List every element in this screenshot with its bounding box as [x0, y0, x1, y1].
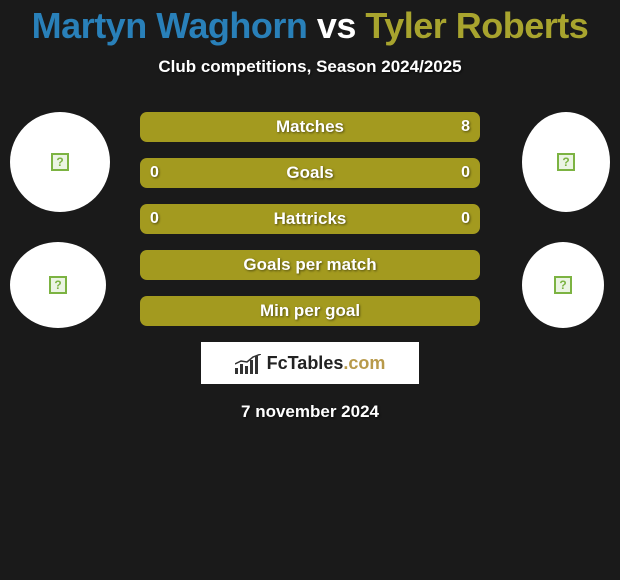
player2-badges: ? ?	[522, 112, 610, 328]
image-placeholder-icon: ?	[51, 153, 69, 171]
player2-club-badge: ?	[522, 242, 604, 328]
stat-bar-min-per-goal: Min per goal	[140, 296, 480, 326]
date: 7 november 2024	[0, 402, 620, 422]
player2-photo: ?	[522, 112, 610, 212]
stat-value-left: 0	[150, 210, 159, 228]
player1-photo: ?	[10, 112, 110, 212]
stat-label: Matches	[276, 117, 344, 137]
player1-badges: ? ?	[10, 112, 110, 328]
content: ? ? ? ? Matches 8 0 Goals 0 0 Hattrick	[0, 112, 620, 422]
image-placeholder-icon: ?	[554, 276, 572, 294]
stat-value-right: 0	[461, 210, 470, 228]
logo-text: FcTables.com	[267, 353, 386, 374]
player1-club-badge: ?	[10, 242, 106, 328]
stat-label: Goals per match	[243, 255, 376, 275]
stat-value-right: 8	[461, 118, 470, 136]
stat-bar-matches: Matches 8	[140, 112, 480, 142]
stat-label: Goals	[286, 163, 333, 183]
stat-bar-goals: 0 Goals 0	[140, 158, 480, 188]
logo-text-suffix: .com	[343, 353, 385, 373]
stat-label: Hattricks	[274, 209, 347, 229]
stat-bar-goals-per-match: Goals per match	[140, 250, 480, 280]
logo-text-main: FcTables	[267, 353, 344, 373]
player1-name: Martyn Waghorn	[32, 5, 308, 46]
header: Martyn Waghorn vs Tyler Roberts Club com…	[0, 0, 620, 77]
stat-bar-hattricks: 0 Hattricks 0	[140, 204, 480, 234]
stat-value-right: 0	[461, 164, 470, 182]
image-placeholder-icon: ?	[49, 276, 67, 294]
logo-chart-icon	[235, 352, 261, 374]
stat-value-left: 0	[150, 164, 159, 182]
subtitle: Club competitions, Season 2024/2025	[0, 57, 620, 77]
page-title: Martyn Waghorn vs Tyler Roberts	[0, 5, 620, 47]
logo: FcTables.com	[201, 342, 419, 384]
player2-name: Tyler Roberts	[365, 5, 588, 46]
stat-label: Min per goal	[260, 301, 360, 321]
image-placeholder-icon: ?	[557, 153, 575, 171]
stat-bars: Matches 8 0 Goals 0 0 Hattricks 0 Goals …	[140, 112, 480, 326]
vs-text: vs	[317, 5, 356, 46]
